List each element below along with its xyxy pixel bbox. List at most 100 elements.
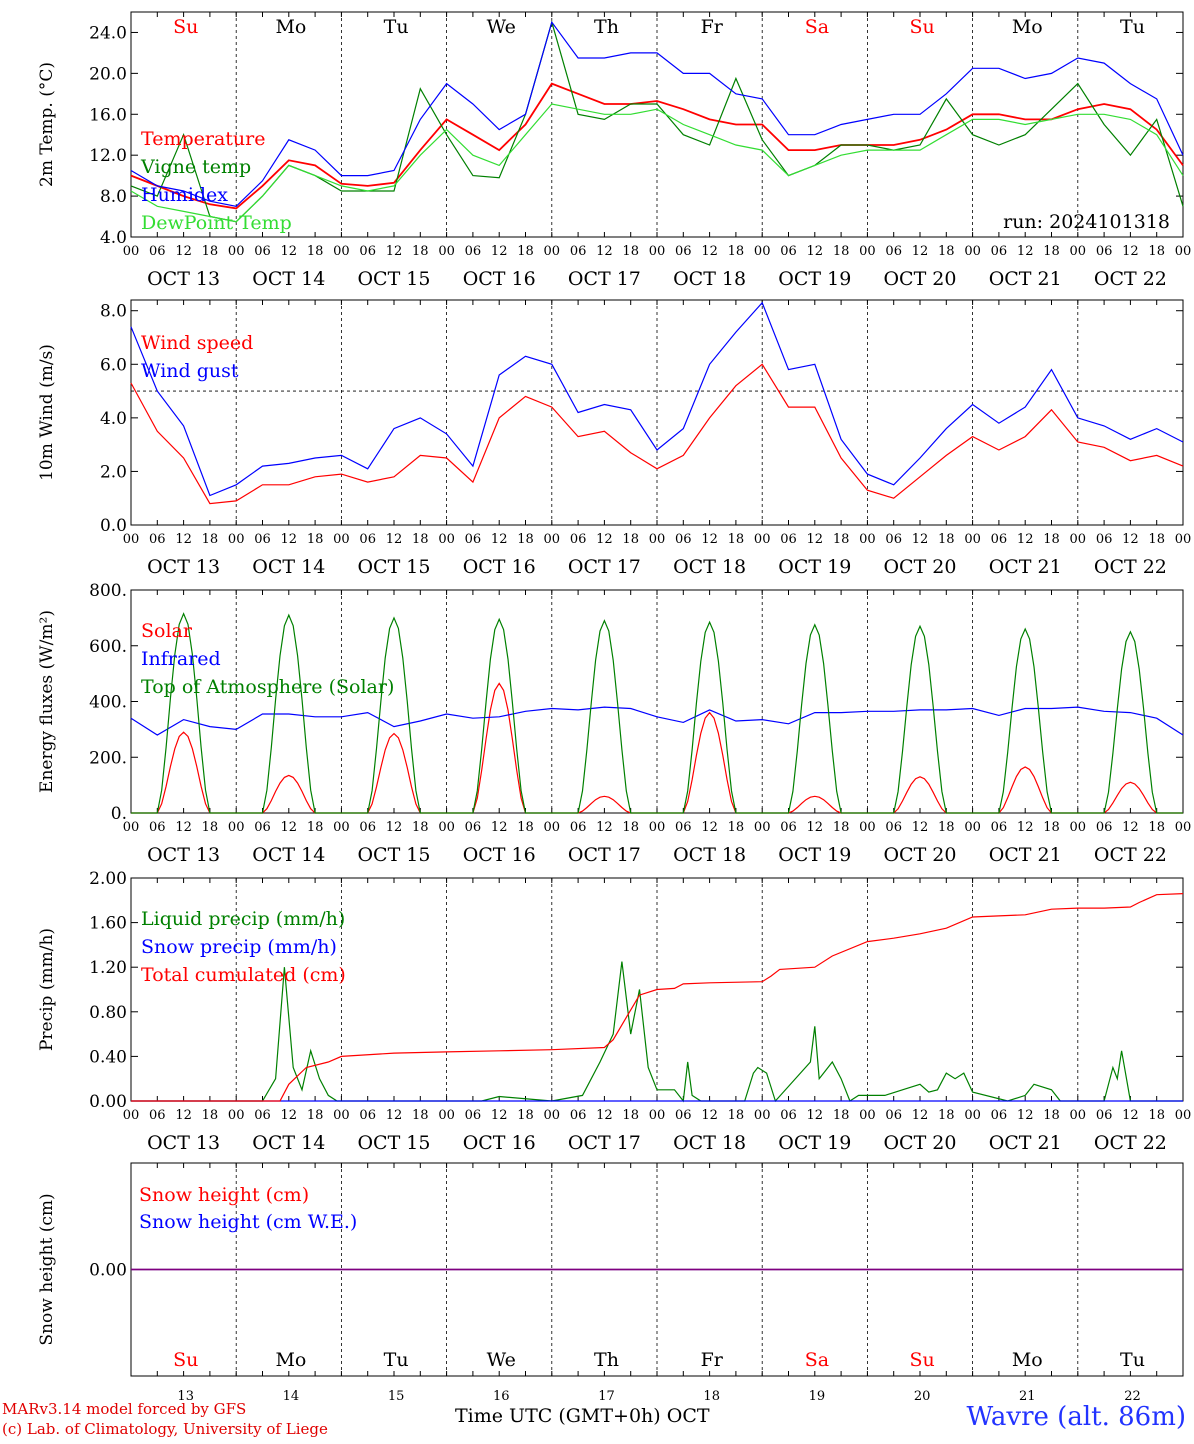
hour-label: 00 (333, 1108, 350, 1123)
hour-label: 00 (649, 1108, 666, 1123)
hour-label: 00 (333, 244, 350, 259)
y-tick-label: 800. (89, 581, 127, 601)
date-label: OCT 20 (883, 844, 956, 866)
hour-label: 12 (175, 820, 192, 835)
weekday-label: Mo (275, 1349, 306, 1371)
hour-label: 06 (254, 820, 271, 835)
hour-label: 12 (701, 532, 718, 547)
hour-label: 18 (1148, 532, 1165, 547)
weekday-label: Th (594, 16, 619, 38)
y-tick-label: 6.0 (100, 355, 127, 375)
weekday-label: Mo (1012, 1349, 1043, 1371)
day-number: 22 (1124, 1389, 1141, 1404)
hour-label: 12 (281, 1108, 298, 1123)
hour-label: 18 (517, 820, 534, 835)
y-tick-label: 0.0 (100, 516, 127, 536)
hour-label: 00 (544, 1108, 561, 1123)
hour-label: 06 (465, 532, 482, 547)
series-line (131, 612, 1183, 814)
hour-label: 00 (754, 820, 771, 835)
hour-label: 12 (491, 532, 508, 547)
hour-label: 12 (807, 1108, 824, 1123)
series-line (130, 103, 1184, 223)
hour-label: 00 (544, 244, 561, 259)
panel-4: 0.00 0.40 0.80 1.20 1.60 2.00 Precip (mm/h) Liq… (37, 869, 1191, 1154)
weekday-label: We (487, 16, 516, 38)
legend-entry: Temperature (141, 128, 265, 150)
legend-entry: Snow height (cm) (139, 1184, 309, 1206)
hour-label: 12 (281, 244, 298, 259)
date-label: OCT 18 (673, 556, 746, 578)
hour-label: 00 (228, 532, 245, 547)
panel-frame (130, 299, 1184, 526)
legend-entry: Wind gust (141, 360, 239, 382)
hour-label: 06 (149, 820, 166, 835)
date-label: OCT 14 (252, 1132, 325, 1154)
date-label: OCT 17 (568, 556, 641, 578)
hour-label: 18 (412, 244, 429, 259)
day-number: 17 (598, 1389, 615, 1404)
hour-label: 12 (175, 244, 192, 259)
x-axis-title: Time UTC (GMT+0h) OCT (455, 1405, 710, 1427)
date-label: OCT 17 (568, 1132, 641, 1154)
hour-label: 00 (544, 820, 561, 835)
hour-label: 00 (544, 532, 561, 547)
hour-label: 18 (833, 532, 850, 547)
y-tick-label: 1.20 (89, 958, 127, 978)
series-line (130, 301, 1184, 497)
hour-label: 12 (386, 820, 403, 835)
legend-entry: Solar (141, 620, 193, 642)
run-label: run: 2024101318 (1003, 211, 1170, 233)
hour-label: 06 (254, 244, 271, 259)
hour-label: 12 (807, 532, 824, 547)
y-tick-label: 2.00 (89, 869, 127, 889)
hour-label: 18 (833, 820, 850, 835)
weekday-label: Sa (805, 16, 829, 38)
legend-entry: Vigne temp (140, 156, 251, 178)
date-label: OCT 18 (673, 268, 746, 290)
hour-label: 12 (912, 1108, 929, 1123)
hour-label: 18 (1148, 820, 1165, 835)
day-number: 18 (703, 1389, 720, 1404)
hour-label: 06 (149, 532, 166, 547)
day-number: 13 (177, 1389, 194, 1404)
date-label: OCT 17 (568, 844, 641, 866)
day-number: 19 (809, 1389, 826, 1404)
hour-label: 00 (1070, 244, 1087, 259)
y-axis-title: Precip (mm/h) (37, 928, 57, 1051)
hour-label: 00 (438, 820, 455, 835)
date-label: OCT 14 (252, 268, 325, 290)
y-axis-title: 10m Wind (m/s) (37, 344, 57, 481)
legend-entry: Humidex (141, 184, 228, 206)
y-axis-title: Snow height (cm) (37, 1193, 57, 1345)
y-tick-label: 2.0 (100, 462, 127, 482)
day-number: 16 (493, 1389, 510, 1404)
hour-label: 00 (649, 244, 666, 259)
hour-label: 12 (491, 244, 508, 259)
hour-label: 18 (517, 1108, 534, 1123)
weekday-label: Su (909, 16, 934, 38)
hour-label: 06 (359, 532, 376, 547)
hour-label: 12 (1122, 1108, 1139, 1123)
hour-label: 18 (728, 532, 745, 547)
hour-label: 12 (175, 532, 192, 547)
date-label: OCT 14 (252, 844, 325, 866)
weekday-label: Fr (701, 16, 724, 38)
hour-label: 06 (465, 1108, 482, 1123)
hour-label: 18 (517, 244, 534, 259)
hour-label: 06 (570, 532, 587, 547)
date-label: OCT 16 (463, 556, 536, 578)
hour-label: 00 (649, 820, 666, 835)
hour-label: 00 (649, 532, 666, 547)
hour-label: 06 (780, 1108, 797, 1123)
hour-label: 00 (964, 1108, 981, 1123)
hour-label: 12 (912, 820, 929, 835)
weekday-label: Tu (384, 16, 409, 38)
hour-label: 12 (491, 1108, 508, 1123)
date-label: OCT 18 (673, 844, 746, 866)
hour-label: 00 (1070, 532, 1087, 547)
date-label: OCT 20 (883, 268, 956, 290)
series-line (130, 706, 1184, 736)
